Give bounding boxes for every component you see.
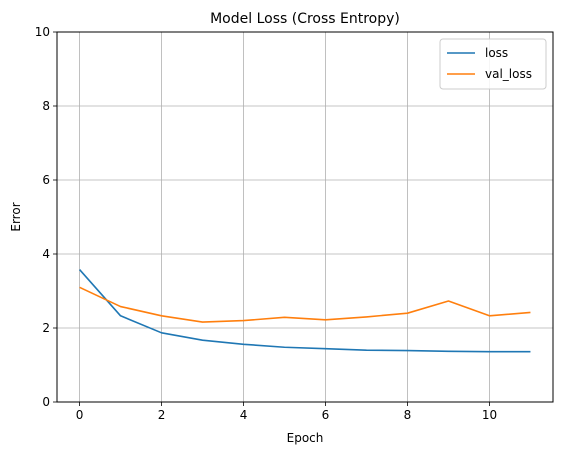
y-axis-label: Error [9, 202, 23, 231]
ticks: 0 2 4 6 8 10 0 2 4 6 8 10 [35, 25, 497, 422]
y-tick-label: 8 [42, 99, 50, 113]
x-axis-label: Epoch [287, 431, 324, 445]
y-tick-label: 10 [35, 25, 50, 39]
x-tick-label: 6 [322, 408, 330, 422]
x-tick-label: 0 [76, 408, 84, 422]
legend-label: val_loss [485, 67, 532, 81]
y-tick-label: 2 [42, 321, 50, 335]
y-tick-label: 6 [42, 173, 50, 187]
series-line-loss [78, 269, 531, 353]
x-tick-label: 2 [158, 408, 166, 422]
series-layer [78, 269, 531, 353]
x-tick-label: 4 [240, 408, 248, 422]
x-tick-label: 10 [482, 408, 497, 422]
legend-box [439, 38, 547, 90]
x-tick-label: 8 [404, 408, 412, 422]
legend-label: loss [485, 46, 508, 60]
y-tick-label: 0 [42, 395, 50, 409]
plot-frame [56, 31, 554, 403]
legend: loss val_loss [439, 38, 547, 90]
series-line-val-loss [79, 286, 531, 323]
chart-title: Model Loss (Cross Entropy) [210, 11, 400, 27]
y-tick-label: 4 [42, 247, 50, 261]
